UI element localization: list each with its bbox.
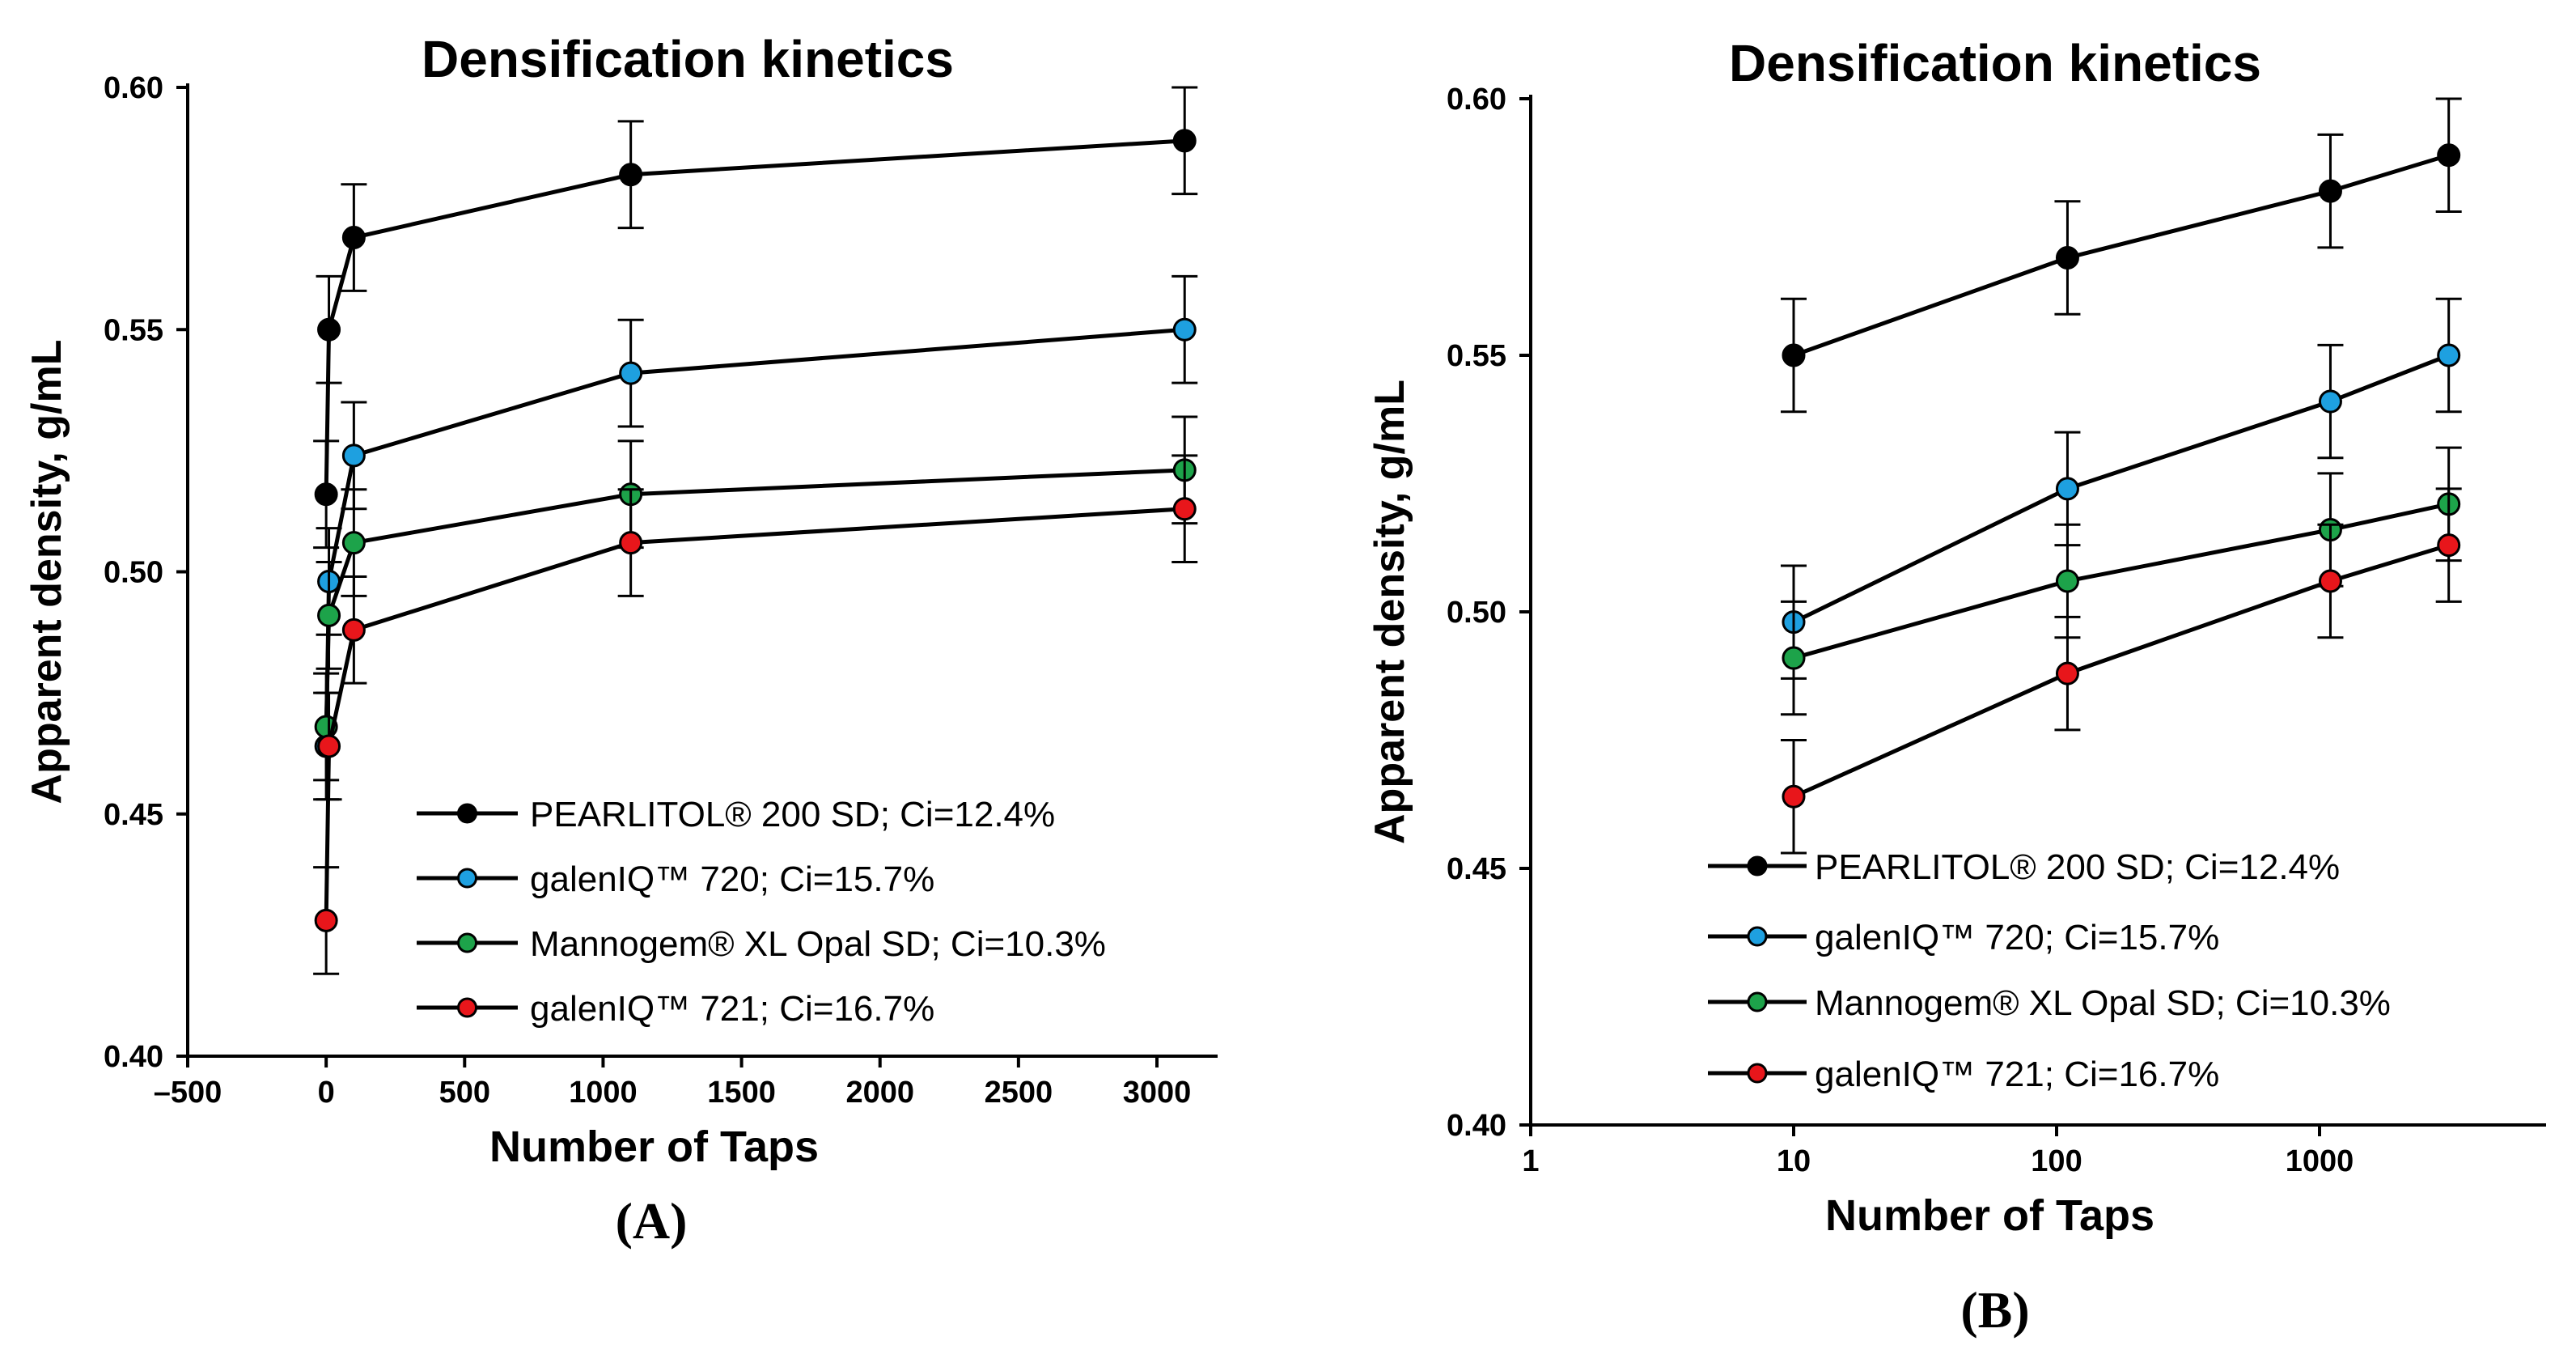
x-tick-label: 10 <box>1777 1144 1811 1178</box>
legend-marker <box>1747 991 1768 1012</box>
series-line <box>1793 153 2450 358</box>
data-point <box>619 531 643 555</box>
x-tick-label: 1500 <box>707 1076 776 1110</box>
legend-marker <box>1747 926 1768 947</box>
x-tick-label: 1000 <box>569 1076 638 1110</box>
chart-panel-a: Densification kinetics 0.40 0.45 0.50 0.55 0.… <box>23 30 1218 1250</box>
legend-label: PEARLITOL® 200 SD; Ci=12.4% <box>1815 847 2340 887</box>
y-tick-label: 0.60 <box>104 71 163 105</box>
series-0: PEARLITOL® 200 SD; Ci=12.4% <box>313 86 1198 834</box>
legend-marker <box>457 803 477 824</box>
data-point <box>2437 533 2461 558</box>
legend-marker <box>457 932 477 953</box>
legend-marker <box>1747 855 1768 876</box>
x-axis-title: Number of Taps <box>1825 1191 2154 1240</box>
y-tick-label: 0.40 <box>1447 1109 1506 1143</box>
data-point <box>1782 646 1806 670</box>
data-point <box>2318 179 2342 203</box>
data-point <box>341 226 366 250</box>
data-point <box>2055 569 2079 593</box>
data-point <box>619 163 643 187</box>
x-tick-label: 2000 <box>845 1076 914 1110</box>
legend-label: galenIQ™ 720; Ci=15.7% <box>530 860 934 899</box>
legend-label: galenIQ™ 721; Ci=16.7% <box>1815 1055 2219 1094</box>
data-point <box>1172 317 1197 342</box>
data-point <box>619 361 643 385</box>
chart-title: Densification kinetics <box>1729 34 2261 92</box>
data-point <box>2318 569 2342 593</box>
y-tick-label: 0.40 <box>104 1040 163 1074</box>
y-tick-label: 0.55 <box>1447 339 1506 373</box>
data-point <box>1172 497 1197 521</box>
series-0: PEARLITOL® 200 SD; Ci=12.4% <box>1708 97 2462 887</box>
legend-marker <box>457 997 477 1018</box>
data-point <box>317 603 341 627</box>
series-line <box>1792 353 2450 624</box>
legend-label: galenIQ™ 720; Ci=15.7% <box>1815 918 2219 957</box>
x-tick-label: 500 <box>439 1076 490 1110</box>
y-axis-title: Apparent density, g/mL <box>1366 380 1413 844</box>
data-point <box>341 444 366 468</box>
x-tick-label: 3000 <box>1123 1076 1192 1110</box>
data-point <box>341 531 366 555</box>
data-point <box>317 734 341 758</box>
data-point <box>341 618 366 642</box>
legend-label: Mannogem® XL Opal SD; Ci=10.3% <box>530 924 1106 964</box>
y-tick-label: 0.55 <box>104 313 163 347</box>
series-line <box>1792 543 2450 799</box>
data-point <box>2055 477 2079 501</box>
data-point <box>1782 343 1806 367</box>
panel-label: (A) <box>616 1192 688 1250</box>
panel-label: (B) <box>1960 1281 2029 1339</box>
data-point <box>2318 389 2342 414</box>
y-axis-title: Apparent density, g/mL <box>23 340 70 804</box>
series-line <box>324 327 1185 747</box>
y-tick-label: 0.45 <box>104 798 163 832</box>
legend-marker <box>1747 1063 1768 1084</box>
chart-panel-b: Densification kinetics 0.40 0.45 0.50 0.55 0.… <box>1366 34 2546 1339</box>
x-tick-label: 100 <box>2031 1144 2082 1178</box>
x-tick-label: 1000 <box>2286 1144 2354 1178</box>
y-tick-label: 0.50 <box>104 556 163 590</box>
y-tick-label: 0.50 <box>1447 596 1506 630</box>
data-point <box>2055 661 2079 685</box>
legend-label: galenIQ™ 721; Ci=16.7% <box>530 989 934 1029</box>
legend-marker <box>457 868 477 889</box>
data-point <box>1172 129 1197 153</box>
x-axis-title: Number of Taps <box>489 1123 819 1171</box>
legend-label: PEARLITOL® 200 SD; Ci=12.4% <box>530 795 1055 834</box>
y-tick-label: 0.60 <box>1447 83 1506 117</box>
data-point <box>314 482 338 507</box>
series-line <box>324 138 1185 494</box>
x-tick-label: 1 <box>1522 1144 1539 1178</box>
data-point <box>317 317 341 342</box>
series-3: galenIQ™ 721; Ci=16.7% <box>1708 487 2462 1094</box>
data-point <box>314 908 338 932</box>
y-tick-label: 0.45 <box>1447 852 1506 886</box>
data-point <box>2055 246 2079 270</box>
chart-title: Densification kinetics <box>422 30 954 88</box>
series-line <box>1793 502 2450 660</box>
x-tick-label: –500 <box>154 1076 222 1110</box>
data-point <box>2437 143 2461 168</box>
data-point <box>2437 343 2461 367</box>
series-3: galenIQ™ 721; Ci=16.7% <box>313 454 1198 1029</box>
x-tick-label: 0 <box>318 1076 335 1110</box>
legend-label: Mannogem® XL Opal SD; Ci=10.3% <box>1815 983 2391 1023</box>
data-point <box>1782 784 1806 809</box>
x-tick-label: 2500 <box>985 1076 1053 1110</box>
